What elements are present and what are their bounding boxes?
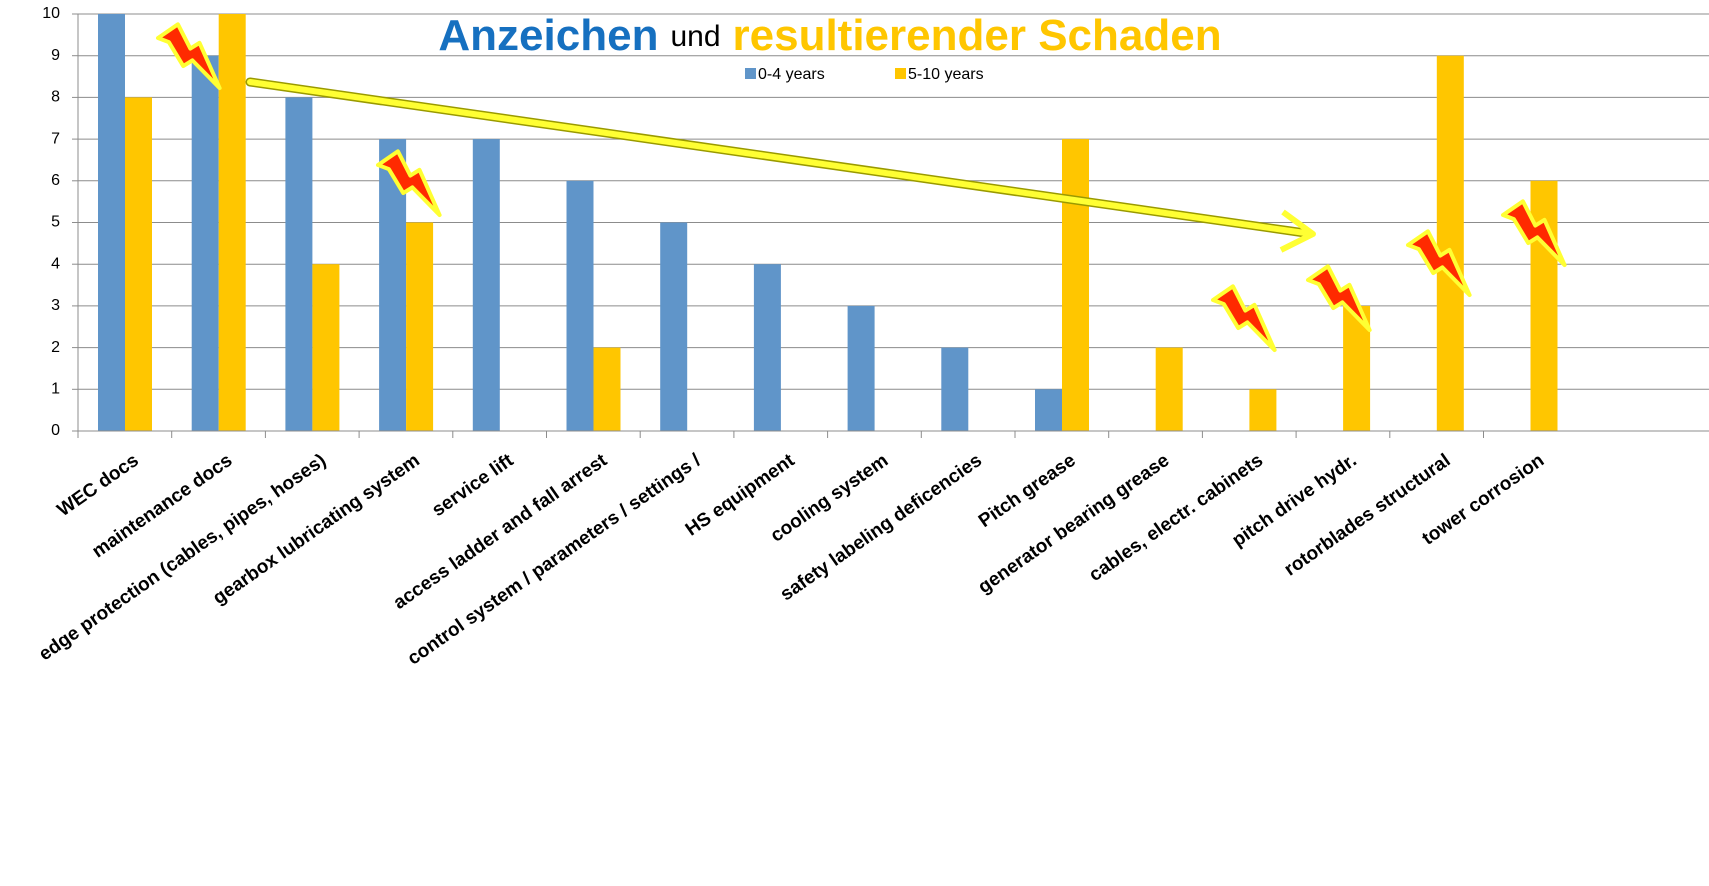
lightning-icon bbox=[1501, 199, 1567, 268]
bar bbox=[1062, 139, 1089, 431]
bar bbox=[593, 347, 621, 431]
bar bbox=[1035, 389, 1062, 431]
bar bbox=[1249, 389, 1277, 431]
lightning-icon bbox=[376, 149, 442, 218]
lightning-icon bbox=[1306, 264, 1372, 333]
bar bbox=[218, 14, 246, 431]
bar bbox=[847, 305, 875, 431]
y-tick-label: 5 bbox=[51, 214, 60, 231]
y-tick-label: 4 bbox=[51, 255, 60, 272]
lightning-icon bbox=[1211, 284, 1277, 353]
y-tick-label: 6 bbox=[51, 172, 60, 189]
y-tick-label: 1 bbox=[51, 381, 60, 398]
bar bbox=[312, 264, 340, 431]
bar bbox=[1436, 55, 1464, 431]
y-tick-label: 7 bbox=[51, 130, 60, 147]
bar bbox=[660, 222, 688, 431]
x-tick-label: generator bearing grease bbox=[974, 450, 1173, 598]
x-tick-label: service lift bbox=[428, 450, 518, 522]
chart-title: Anzeichen und resultierender Schaden bbox=[438, 11, 1221, 60]
y-tick-label: 3 bbox=[51, 297, 60, 314]
y-tick-label: 8 bbox=[51, 89, 60, 106]
bar bbox=[941, 347, 969, 431]
bar bbox=[285, 97, 313, 432]
arrow bbox=[247, 79, 1308, 236]
y-tick-label: 10 bbox=[42, 5, 60, 22]
lightning-icon bbox=[156, 22, 222, 91]
bar bbox=[406, 222, 434, 431]
legend-label: 5-10 years bbox=[908, 66, 984, 83]
legend-swatch bbox=[895, 68, 906, 79]
bar bbox=[472, 139, 500, 431]
title-part: und bbox=[670, 20, 720, 53]
title-part: resultierender Schaden bbox=[733, 11, 1222, 60]
bar bbox=[566, 180, 594, 431]
legend-label: 0-4 years bbox=[758, 66, 825, 83]
title-part: Anzeichen bbox=[438, 11, 658, 60]
lightning-icon bbox=[1406, 229, 1472, 298]
arrow-head bbox=[1279, 209, 1316, 253]
x-tick-label: cables, electr. cabinets bbox=[1085, 450, 1267, 586]
bar bbox=[125, 97, 152, 432]
bar bbox=[1155, 347, 1183, 431]
x-tick-label: WEC docs bbox=[54, 450, 143, 521]
y-tick-label: 2 bbox=[51, 339, 60, 356]
y-tick-label: 9 bbox=[51, 47, 60, 64]
x-tick-label: rotorblades structural bbox=[1281, 450, 1455, 580]
bar bbox=[753, 264, 781, 431]
bar bbox=[191, 55, 219, 431]
y-tick-label: 0 bbox=[51, 422, 60, 439]
legend-swatch bbox=[745, 68, 756, 79]
bar bbox=[98, 14, 125, 431]
